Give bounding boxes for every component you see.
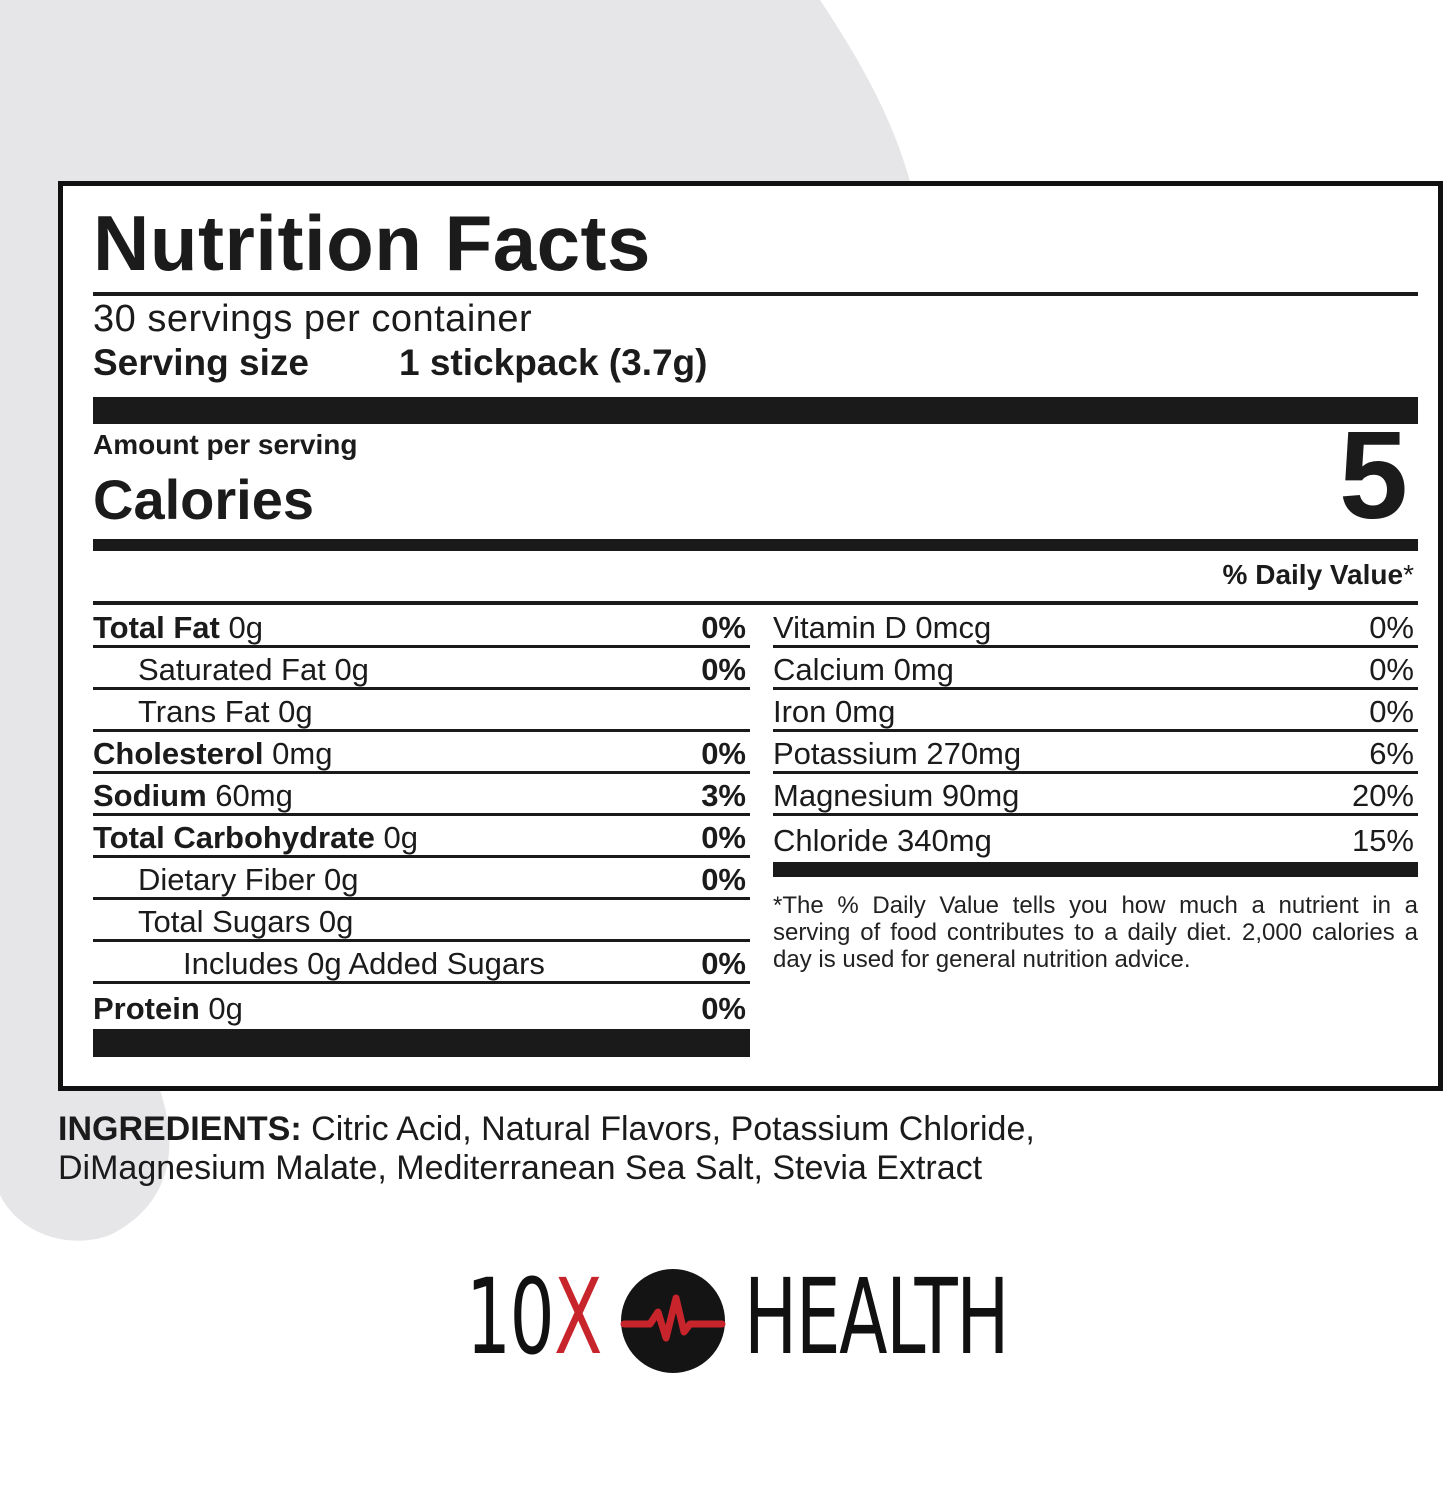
calories-value: 5 [1339, 407, 1408, 545]
nutrient-row-iron: Iron 0mg 0% [773, 690, 1418, 732]
nutrient-amount: Includes 0g Added Sugars [183, 946, 545, 981]
nutrient-row-calcium: Calcium 0mg 0% [773, 648, 1418, 690]
nutrient-row-chloride: Chloride 340mg 15% [773, 816, 1418, 858]
daily-value-label: % Daily Value [1222, 559, 1404, 590]
nutrient-dv: 6% [1369, 736, 1414, 771]
nutrient-row-magnesium: Magnesium 90mg 20% [773, 774, 1418, 816]
logo-text-x: X [554, 1256, 602, 1378]
nutrient-amount: 60mg [206, 778, 293, 813]
nutrient-label: Total Fat [93, 610, 220, 645]
nutrient-row-total-carbohydrate: Total Carbohydrate 0g 0% [93, 816, 750, 858]
nutrient-dv: 0% [701, 610, 746, 645]
nutrient-amount: Magnesium 90mg [773, 778, 1020, 813]
nutrient-dv: 20% [1351, 778, 1414, 813]
logo-text-10: 10 [466, 1256, 555, 1378]
calories-divider [93, 539, 1418, 551]
daily-value-divider [93, 601, 1418, 605]
serving-size-label: Serving size [93, 342, 309, 383]
nutrient-row-saturated-fat: Saturated Fat 0g 0% [93, 648, 750, 690]
nutrient-row-protein: Protein 0g 0% [93, 984, 750, 1026]
logo-text-health: HEALTH [744, 1256, 1009, 1378]
daily-value-header: % Daily Value* [1223, 561, 1414, 589]
nutrient-amount: Chloride 340mg [773, 823, 992, 858]
nutrient-label: Sodium [93, 778, 207, 813]
nutrient-amount: Dietary Fiber 0g [138, 862, 359, 897]
nutrition-facts-panel: Nutrition Facts 30 servings per containe… [58, 181, 1443, 1091]
nutrient-row-trans-fat: Trans Fat 0g [93, 690, 750, 732]
serving-size: Serving size 1 stickpack (3.7g) [93, 344, 707, 381]
thick-divider-top [93, 397, 1418, 424]
nutrient-amount: Potassium 270mg [773, 736, 1022, 771]
nutrient-amount: Total Sugars 0g [138, 904, 354, 939]
nutrient-dv: 15% [1351, 823, 1414, 858]
heartbeat-circle-icon [620, 1269, 726, 1373]
nutrient-label: Total Carbohydrate [93, 820, 375, 855]
nutrient-amount: Iron 0mg [773, 694, 896, 729]
servings-per-container: 30 servings per container [93, 298, 533, 340]
nutrient-amount: Calcium 0mg [773, 652, 954, 687]
nutrient-dv: 0% [701, 652, 746, 687]
nutrient-amount: 0g [199, 991, 243, 1026]
nutrient-label: Protein [93, 991, 200, 1026]
nutrient-row-total-fat: Total Fat 0g 0% [93, 606, 750, 648]
macronutrient-list: Total Fat 0g 0% Saturated Fat 0g 0% Tran… [93, 606, 750, 1026]
nutrient-row-cholesterol: Cholesterol 0mg 0% [93, 732, 750, 774]
nutrient-row-sodium: Sodium 60mg 3% [93, 774, 750, 816]
micronutrient-list: Vitamin D 0mcg 0% Calcium 0mg 0% Iron 0m… [773, 606, 1418, 858]
serving-size-value: 1 stickpack (3.7g) [399, 342, 708, 383]
nutrient-row-dietary-fiber: Dietary Fiber 0g 0% [93, 858, 750, 900]
nutrient-amount: Vitamin D 0mcg [773, 610, 992, 645]
daily-value-footnote: *The % Daily Value tells you how much a … [773, 892, 1418, 973]
nutrient-dv: 0% [701, 820, 746, 855]
nutrient-dv: 0% [701, 946, 746, 981]
nutrient-dv: 0% [701, 862, 746, 897]
nutrient-row-total-sugars: Total Sugars 0g [93, 900, 750, 942]
nutrient-dv: 0% [701, 991, 746, 1026]
ingredients-label: INGREDIENTS: [58, 1110, 302, 1148]
nutrient-amount: 0mg [263, 736, 333, 771]
nutrient-row-potassium: Potassium 270mg 6% [773, 732, 1418, 774]
calories-label: Calories [93, 468, 314, 531]
nutrient-amount: 0g [374, 820, 419, 855]
left-bottom-bar [93, 1029, 750, 1057]
nutrient-row-vitamin-d: Vitamin D 0mcg 0% [773, 606, 1418, 648]
nutrient-row-added-sugars: Includes 0g Added Sugars 0% [93, 942, 750, 984]
nutrient-amount: Saturated Fat 0g [138, 652, 369, 687]
title-divider [93, 292, 1418, 296]
ingredients-statement: INGREDIENTS: Citric Acid, Natural Flavor… [58, 1110, 1158, 1188]
ingredients-list: Citric Acid, Natural Flavors, Potassium … [58, 1110, 1035, 1187]
daily-value-star: * [1403, 559, 1414, 590]
amount-per-serving: Amount per serving [93, 429, 358, 460]
nutrient-label: Cholesterol [93, 736, 264, 771]
nutrient-dv: 0% [1369, 694, 1414, 729]
nutrient-dv: 0% [1369, 610, 1414, 645]
right-bottom-bar [773, 862, 1418, 877]
nutrient-dv: 0% [1369, 652, 1414, 687]
nutrient-amount: 0g [219, 610, 263, 645]
nutrient-dv: 0% [701, 736, 746, 771]
nutrition-facts-title: Nutrition Facts [93, 199, 651, 287]
nutrient-amount: Trans Fat 0g [138, 694, 313, 729]
nutrient-dv: 3% [701, 778, 746, 813]
